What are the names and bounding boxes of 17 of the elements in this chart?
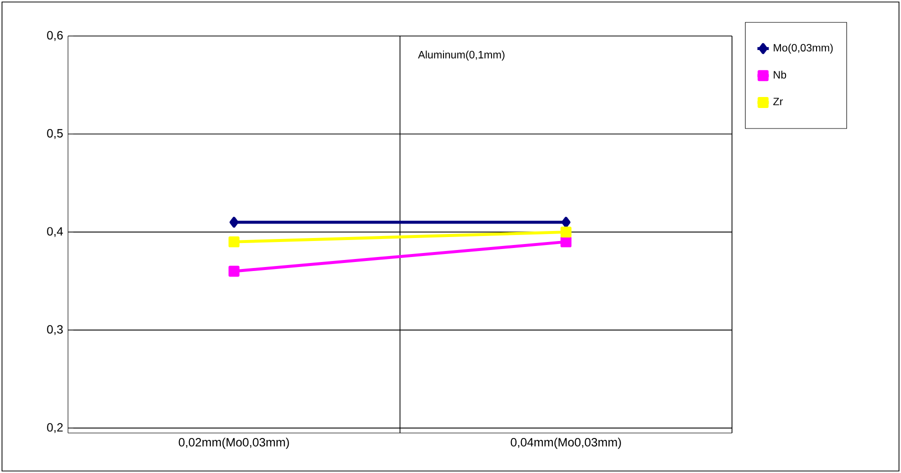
- legend-label: Mo(0,03mm): [774, 44, 833, 54]
- point: [562, 216, 570, 228]
- legend-label: Nb: [774, 70, 786, 79]
- x-tick-label: 0,02mm(Mo0,03mm): [178, 438, 289, 449]
- legend-label: Zr: [773, 98, 783, 106]
- point: [228, 236, 240, 248]
- x-tick-label: 0,04mm(Mo0,03mm): [510, 438, 621, 449]
- point: [228, 266, 240, 277]
- y-tick-label: 0,4: [47, 227, 63, 237]
- y-tick-label: 0,3: [47, 325, 63, 336]
- point: [560, 226, 572, 238]
- point: [230, 216, 238, 228]
- point: [560, 236, 572, 248]
- y-tick-label: 0,2: [47, 423, 63, 434]
- y-tick-label: 0,6: [47, 31, 63, 41]
- y-tick-label: 0,5: [47, 129, 63, 139]
- annotation: Aluminum(0,1mm): [418, 50, 504, 61]
